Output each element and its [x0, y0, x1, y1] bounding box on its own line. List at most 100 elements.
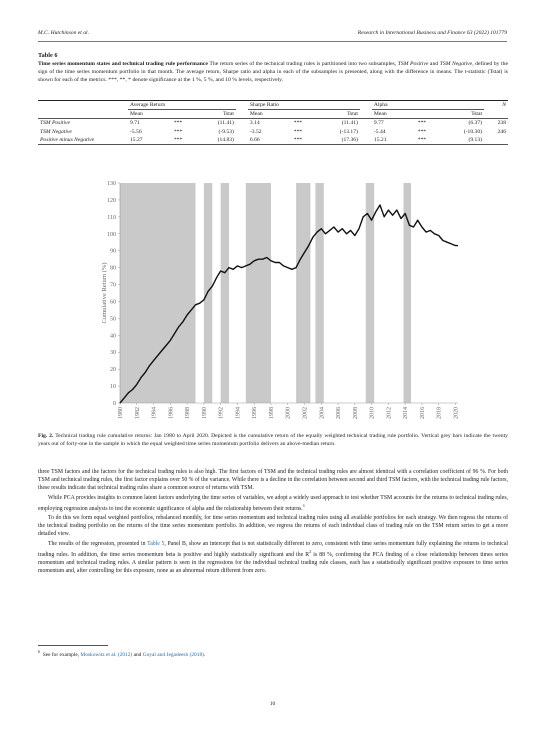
row-label: Positive minus Negative [38, 135, 128, 145]
cell-value: -5.56 [130, 128, 142, 135]
group-alpha: Alpha [371, 99, 484, 111]
footnote-text: and [132, 651, 143, 658]
paragraph-text: is 88 %, confirming the PCA finding of a… [38, 551, 509, 575]
cell-tstat: (11.41) [341, 120, 358, 127]
cell-value: 6.66 [247, 135, 285, 145]
caption-text-2: and [428, 61, 440, 67]
x-tick-label: 1998 [269, 407, 275, 419]
cell-sig: *** [164, 135, 192, 145]
figure-caption-text: Technical trading rule cumulative return… [38, 433, 508, 448]
shaded-band [220, 183, 230, 403]
header-rule [38, 41, 507, 42]
cell-value: 15.21 [371, 135, 409, 145]
cell-value: -5.44 [373, 128, 386, 135]
y-tick-label: 20 [110, 367, 116, 373]
cell-sig: *** [173, 120, 183, 127]
ref-moskowitz-link[interactable]: Moskowitz et al. (2012) [80, 651, 133, 658]
cell-tstat: (-9.53) [218, 128, 234, 135]
cell-value: -3.52 [249, 128, 262, 135]
x-tick-label: 2012 [386, 407, 392, 419]
cell-tstat: (9.13) [435, 135, 484, 145]
cell-value: 9.71 [130, 120, 140, 127]
paragraph-text: , Panel B, show an intercept that is not… [38, 540, 508, 558]
row-label: TSM Positive [40, 120, 70, 127]
y-tick-label: 90 [110, 249, 116, 255]
x-tick-label: 2000 [286, 407, 292, 419]
shaded-band [296, 183, 311, 403]
table-group-header: Average Return Sharpe Ratio Alpha N [38, 99, 508, 111]
caption-tsm-negative: TSM Negative [439, 61, 473, 67]
table-caption: Time series momentum states and technica… [38, 60, 508, 84]
cell-tstat: (6.37) [468, 120, 482, 127]
x-tick-label: 1996 [252, 407, 258, 419]
cell-sig: *** [284, 135, 312, 145]
x-tick-label: 1990 [202, 407, 208, 419]
paragraph: three TSM factors and the factors for th… [38, 469, 508, 492]
cell-tstat: (14.83) [191, 135, 236, 145]
paragraph-text: The results of the regression, presented… [48, 540, 148, 547]
table-row: Positive minus Negative 15.27 *** (14.83… [38, 135, 508, 145]
y-tick-label: 120 [107, 198, 116, 204]
footnote-number: 6 [38, 649, 40, 654]
x-tick-label: 2002 [303, 407, 309, 419]
caption-text-3: , defined by the sign of the time series… [38, 61, 508, 84]
sub-tstat: Tstat [435, 109, 484, 120]
x-tick-label: 2020 [453, 407, 459, 419]
cell-sig: *** [293, 120, 303, 127]
group-n: N [484, 99, 508, 110]
cell-sig: *** [293, 128, 303, 135]
y-tick-label: 60 [110, 299, 116, 305]
cell-sig: *** [417, 128, 427, 135]
footnote-ref[interactable]: 6 [302, 502, 305, 508]
y-tick-label: 100 [107, 232, 116, 238]
cell-n: 238 [497, 120, 506, 127]
cell-n: 246 [497, 128, 506, 135]
y-tick-label: 10 [110, 384, 116, 390]
paragraph: The results of the regression, presented… [38, 540, 508, 576]
y-tick-label: 40 [110, 333, 116, 339]
caption-text-1: The return series of the technical tradi… [209, 61, 398, 67]
sub-mean: Mean [247, 109, 285, 120]
footnote-text: . [203, 651, 206, 658]
cumulative-return-line [119, 204, 458, 404]
figure-caption: Fig. 2. Technical trading rule cumulativ… [38, 432, 508, 448]
caption-tsm-positive: TSM Positive [397, 61, 429, 67]
page-number: 10 [269, 701, 276, 707]
cell-value: 9.77 [373, 120, 384, 127]
header-journal: Research in International Business and F… [357, 30, 507, 36]
shaded-band [365, 183, 375, 403]
y-tick-label: 80 [110, 266, 116, 272]
shaded-band [403, 183, 412, 403]
y-tick-label: 70 [110, 283, 116, 289]
ref-goyal-link[interactable]: Goyal and Jegadeesh (2018) [142, 651, 204, 658]
footnote-text: See for example, [42, 651, 81, 658]
x-tick-label: 2010 [370, 407, 376, 419]
x-tick-label: 1992 [219, 407, 225, 419]
x-tick-label: 2006 [336, 407, 342, 419]
cell-sig: *** [417, 120, 427, 127]
x-tick-label: 2016 [420, 407, 426, 419]
x-tick-label: 2004 [319, 407, 325, 419]
shaded-band [203, 183, 213, 403]
y-axis-label: Cumulative Return (%) [101, 262, 108, 323]
paragraph: While PCA provides insights to common la… [38, 494, 508, 513]
cell-tstat: (17.36) [311, 135, 360, 145]
table-5-link[interactable]: Table 5 [147, 540, 165, 547]
cell-tstat: (-13.17) [339, 128, 358, 135]
cell-sig: *** [408, 135, 436, 145]
results-table: Average Return Sharpe Ratio Alpha N Mean… [38, 99, 508, 145]
body-text: three TSM factors and the factors for th… [38, 468, 508, 576]
group-average-return: Average Return [128, 99, 236, 111]
cell-tstat: (-10.30) [463, 128, 482, 135]
y-tick-label: 130 [107, 181, 116, 187]
sub-mean: Mean [128, 109, 165, 120]
table-row: TSM Negative -5.56 *** (-9.53) -3.52 ***… [38, 128, 508, 136]
cumulative-return-chart: 0 10 20 30 40 50 60 70 80 90 100 110 120 130 1980 1982 1… [101, 181, 459, 419]
shaded-band [245, 183, 271, 403]
sub-tstat: Tstat [311, 109, 360, 120]
y-tick-label: 110 [107, 215, 116, 221]
header-authors: M.C. Hutchinson et al. [38, 30, 89, 36]
x-tick-label: 1994 [235, 407, 241, 419]
x-tick-label: 2018 [437, 407, 443, 419]
x-tick-label: 1988 [185, 407, 191, 419]
